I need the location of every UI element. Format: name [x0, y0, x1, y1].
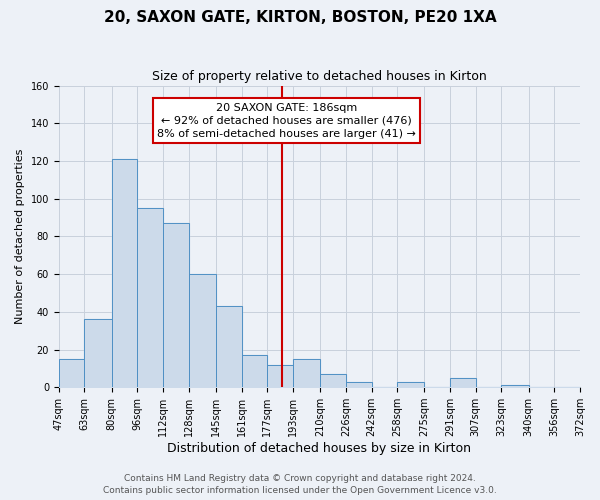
Text: Contains HM Land Registry data © Crown copyright and database right 2024.
Contai: Contains HM Land Registry data © Crown c… [103, 474, 497, 495]
Text: 20 SAXON GATE: 186sqm
← 92% of detached houses are smaller (476)
8% of semi-deta: 20 SAXON GATE: 186sqm ← 92% of detached … [157, 102, 416, 139]
Title: Size of property relative to detached houses in Kirton: Size of property relative to detached ho… [152, 70, 487, 83]
X-axis label: Distribution of detached houses by size in Kirton: Distribution of detached houses by size … [167, 442, 472, 455]
Text: 20, SAXON GATE, KIRTON, BOSTON, PE20 1XA: 20, SAXON GATE, KIRTON, BOSTON, PE20 1XA [104, 10, 496, 25]
Y-axis label: Number of detached properties: Number of detached properties [15, 148, 25, 324]
